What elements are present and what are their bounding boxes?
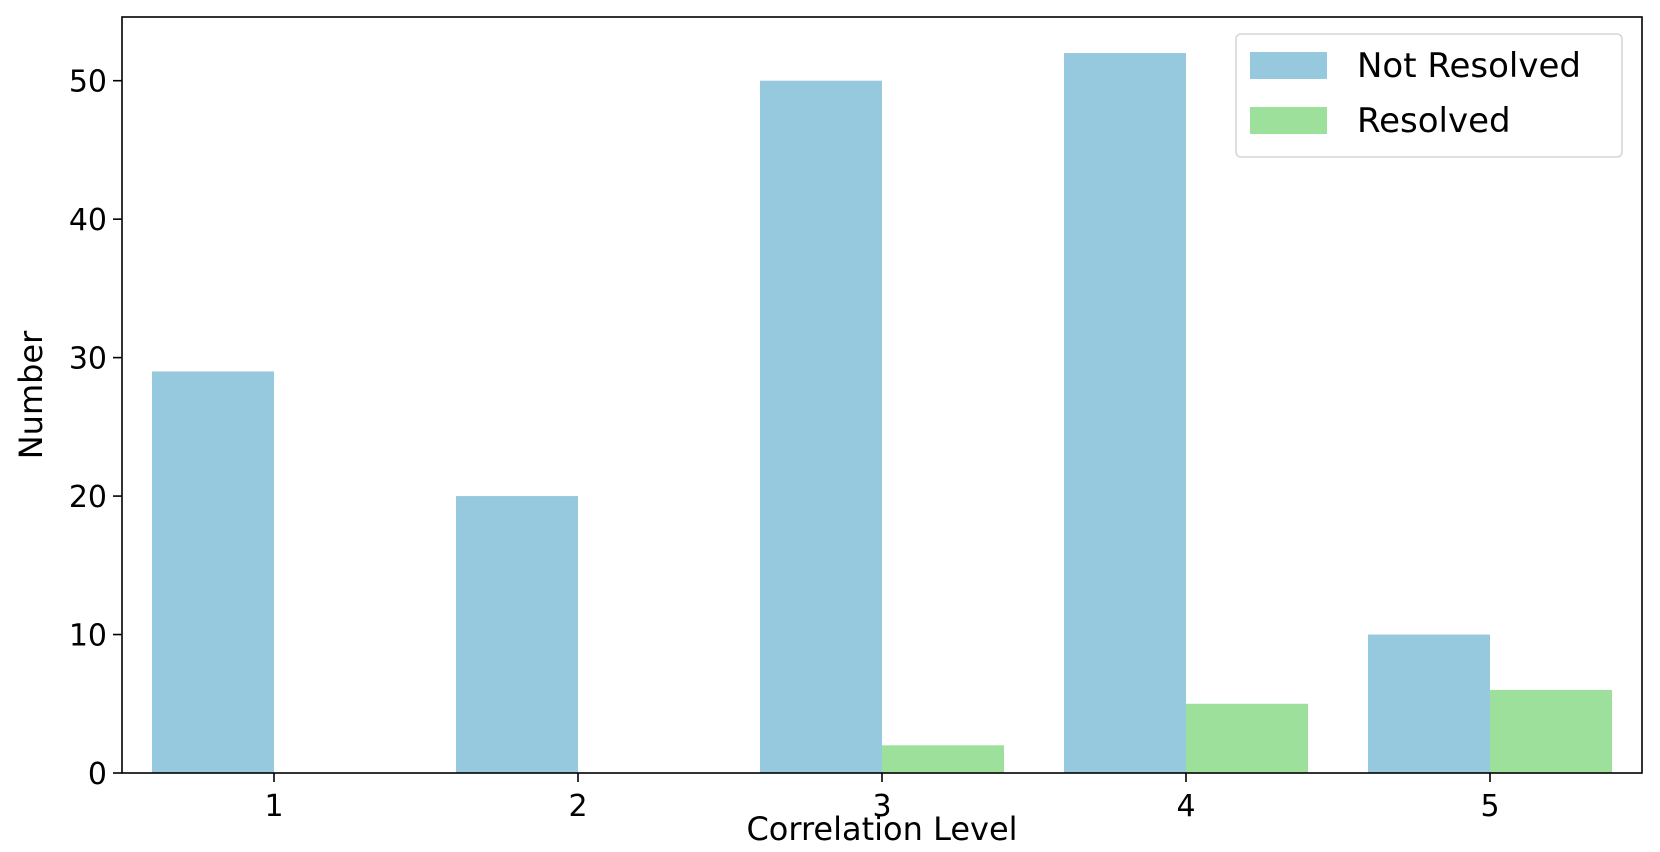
bar-not-resolved-4 <box>1064 53 1186 773</box>
legend: Not Resolved Resolved <box>1235 33 1623 158</box>
bar-resolved-4 <box>1186 703 1308 773</box>
y-tick-label: 20 <box>69 480 107 515</box>
bar-not-resolved-3 <box>760 80 882 773</box>
y-axis-label: Number <box>12 330 50 459</box>
bars-layer <box>152 53 1612 773</box>
x-axis: 1 2 3 4 5 <box>264 773 1500 824</box>
x-tick-label: 3 <box>872 789 891 824</box>
y-tick-label: 50 <box>69 65 107 100</box>
legend-label-not-resolved: Not Resolved <box>1357 46 1581 86</box>
y-tick-label: 10 <box>69 619 107 654</box>
x-tick-label: 5 <box>1480 789 1499 824</box>
x-axis-label: Correlation Level <box>746 810 1017 848</box>
bar-resolved-3 <box>882 745 1004 773</box>
y-axis: 0 10 20 30 40 50 <box>69 65 122 792</box>
legend-label-resolved: Resolved <box>1357 101 1511 141</box>
legend-swatch-resolved <box>1250 107 1327 134</box>
bar-resolved-5 <box>1490 689 1612 773</box>
x-tick-label: 2 <box>568 789 587 824</box>
legend-box <box>1235 33 1623 158</box>
bar-not-resolved-2 <box>456 496 578 773</box>
y-tick-label: 0 <box>88 757 107 792</box>
x-tick-label: 4 <box>1176 789 1195 824</box>
y-tick-label: 30 <box>69 342 107 377</box>
y-tick-label: 40 <box>69 203 107 238</box>
x-tick-label: 1 <box>264 789 283 824</box>
bar-not-resolved-1 <box>152 371 274 773</box>
legend-swatch-not-resolved <box>1250 52 1327 79</box>
bar-not-resolved-5 <box>1368 634 1490 773</box>
